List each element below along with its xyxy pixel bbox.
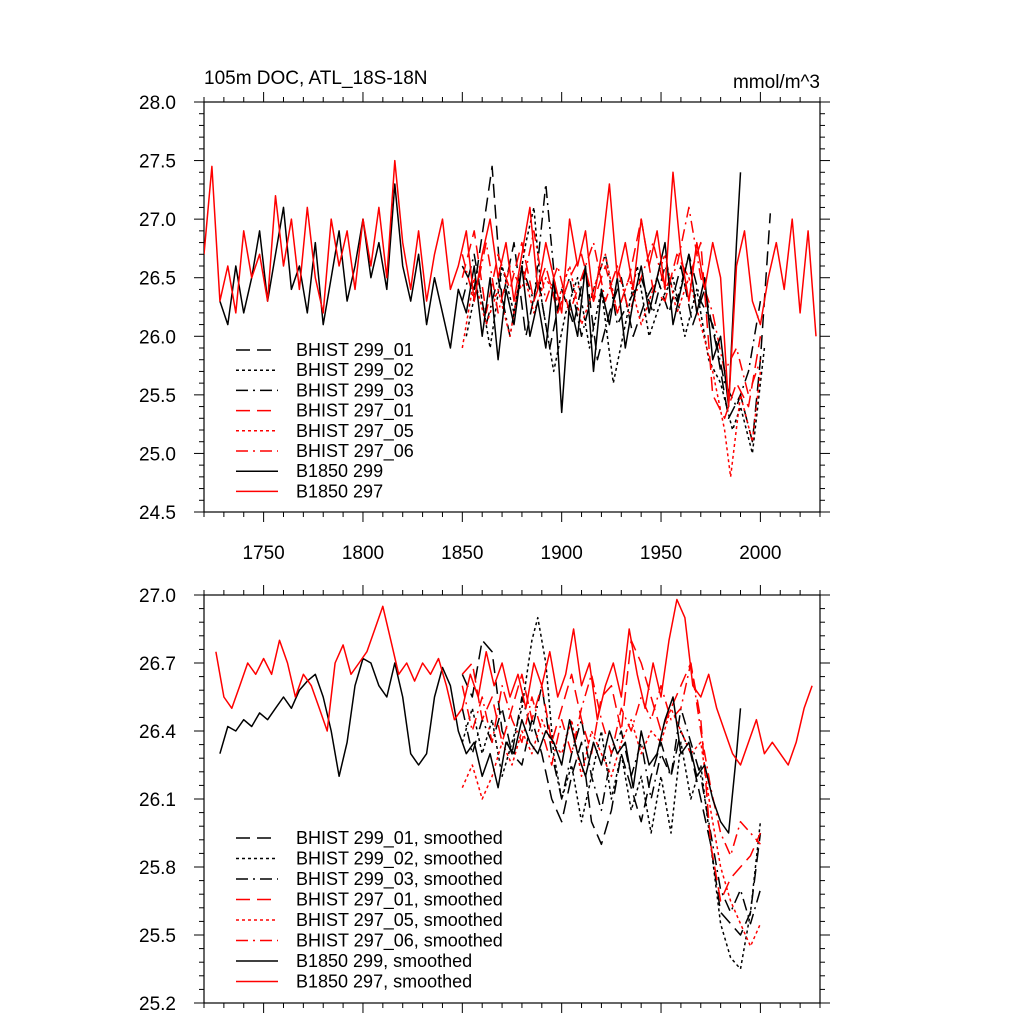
legend-label: BHIST 299_03	[296, 380, 414, 401]
x-tick-label: 2000	[739, 543, 781, 564]
panel-bottom: 25.2 25.5 25.8 26.1 26.4 26.7 27.0 BHIST 299_01…	[139, 585, 830, 1015]
y-tick-label: 25.8	[139, 858, 176, 879]
x-tick-label: 1950	[640, 543, 682, 564]
y-tick-label: 25.0	[139, 444, 176, 465]
legend-label: BHIST 299_01	[296, 340, 414, 361]
legend-label: BHIST 297_05, smoothed	[296, 910, 503, 931]
series-line-bhist-297-01-smoothed	[461, 639, 762, 902]
legend-label: BHIST 299_02	[296, 360, 414, 381]
legend-label: BHIST 297_05	[296, 421, 414, 442]
series-line-b1850-297	[204, 159, 817, 408]
title-left: 105m DOC, ATL_18S-18N	[204, 68, 428, 89]
legend-label: BHIST 299_02, smoothed	[296, 849, 503, 870]
legend-label: BHIST 299_03, smoothed	[296, 869, 503, 890]
y-tick-label: 27.5	[139, 152, 176, 173]
y-tick-label: 26.1	[139, 790, 176, 811]
y-tick-label: 26.0	[139, 327, 176, 348]
series-line-bhist-299-03-smoothed	[461, 684, 762, 925]
series-line-bhist-297-05-smoothed	[461, 707, 762, 948]
legend-label: BHIST 297_01, smoothed	[296, 890, 503, 911]
legend-label: BHIST 299_01, smoothed	[296, 828, 503, 849]
y-tick-label: 25.5	[139, 386, 176, 407]
series-line-b1850-299	[219, 172, 742, 414]
series-line-bhist-297-05	[461, 253, 762, 478]
legend-label: B1850 299, smoothed	[296, 951, 472, 971]
legend-label: B1850 299	[296, 461, 383, 481]
y-tick-label: 26.5	[139, 269, 176, 290]
y-tick-label: 26.7	[139, 654, 176, 675]
x-tick-label: 1900	[541, 543, 583, 564]
series-line-bhist-299-01-smoothed	[461, 639, 762, 936]
y-tick-label: 25.2	[139, 994, 176, 1015]
legend-label: BHIST 297_01	[296, 401, 414, 422]
y-tick-label: 24.5	[139, 503, 176, 524]
y-tick-label: 27.0	[139, 586, 176, 607]
x-tick-label: 1750	[242, 543, 284, 564]
legend-label: BHIST 297_06, smoothed	[296, 931, 503, 952]
series-line-bhist-299-02	[465, 206, 766, 455]
y-tick-label: 28.0	[139, 93, 176, 114]
legend-label: B1850 297	[296, 481, 383, 501]
y-tick-label: 27.0	[139, 210, 176, 231]
panel-top: 1750 1800 1850 1900 1950 2000 24.5 25.0 25.5 26.0…	[139, 92, 830, 564]
plot-frame	[203, 101, 821, 513]
legend-label: B1850 297, smoothed	[296, 972, 472, 992]
y-tick-label: 26.4	[139, 722, 176, 743]
x-tick-label: 1850	[441, 543, 483, 564]
series-line-bhist-297-06-smoothed	[461, 662, 761, 857]
y-tick-label: 25.5	[139, 926, 176, 947]
x-tick-label: 1800	[342, 543, 384, 564]
series-line-bhist-299-01	[461, 165, 772, 443]
series-line-b1850-297-smoothed	[215, 598, 813, 766]
series-group	[204, 159, 817, 478]
title-right: mmol/m^3	[733, 72, 820, 93]
series-group	[215, 598, 813, 970]
legend-label: BHIST 297_06	[296, 441, 414, 462]
